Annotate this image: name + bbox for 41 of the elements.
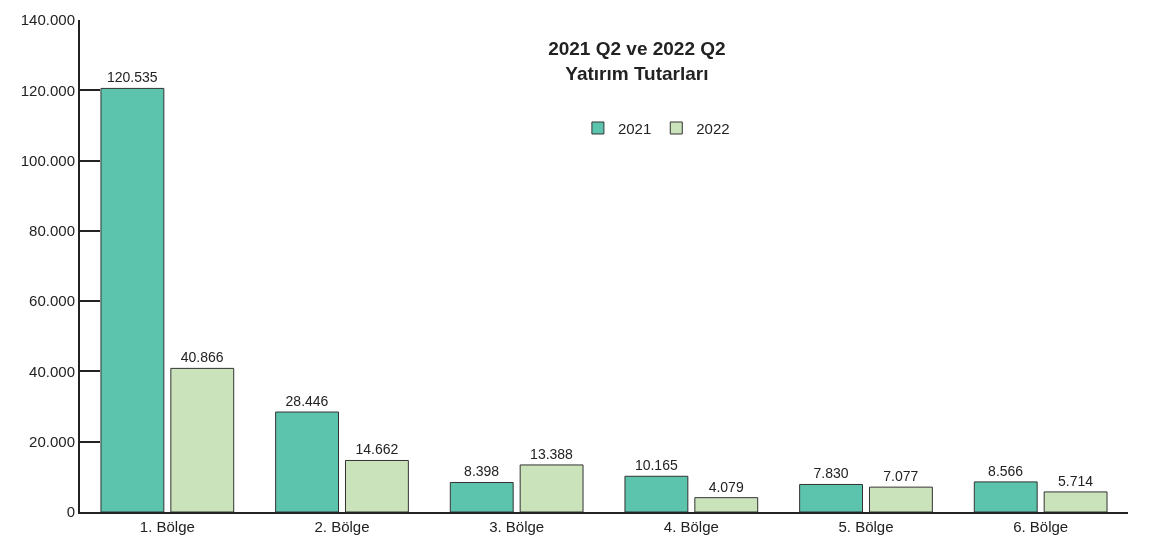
data-label: 13.388 — [530, 445, 574, 462]
y-tick-label: 40.000 — [29, 362, 75, 380]
y-tick-label: 20.000 — [29, 432, 75, 450]
bar — [1043, 491, 1108, 512]
text: 2021 Q2 ve 2022 Q2 Yatırım Tutarları — [548, 38, 726, 84]
bar — [868, 486, 933, 512]
data-label: 14.662 — [355, 441, 399, 458]
x-tick-label: 2. Bölge — [314, 518, 370, 535]
x-tick-label: 6. Bölge — [1013, 518, 1069, 535]
x-tick-label: 4. Bölge — [663, 518, 719, 535]
y-tick-label: 0 — [66, 503, 75, 521]
data-label: 5.714 — [1057, 472, 1094, 489]
bar — [694, 497, 759, 512]
data-label: 8.566 — [988, 462, 1024, 479]
bar — [519, 464, 584, 512]
data-label: 28.446 — [285, 393, 329, 410]
bar — [170, 367, 235, 512]
bar — [449, 481, 514, 512]
data-label: 10.165 — [634, 457, 678, 474]
y-tick-label: 80.000 — [29, 222, 75, 240]
data-label: 4.079 — [708, 478, 744, 495]
data-label: 7.830 — [813, 465, 849, 482]
bar — [275, 411, 340, 512]
y-tick-label: 60.000 — [29, 292, 75, 310]
y-tick-label: 140.000 — [20, 11, 75, 29]
x-tick-label: 1. Bölge — [139, 518, 195, 535]
data-label: 8.398 — [464, 463, 500, 480]
x-tick-label: 5. Bölge — [838, 518, 894, 535]
bar — [344, 459, 409, 512]
data-label: 120.535 — [106, 69, 158, 86]
bar — [973, 481, 1038, 512]
y-tick-label: 100.000 — [20, 151, 75, 169]
data-label: 7.077 — [883, 468, 919, 485]
bar — [100, 87, 165, 512]
bar — [799, 483, 864, 512]
data-label: 40.866 — [180, 349, 224, 366]
legend-label: 2021 — [617, 119, 652, 137]
x-tick-label: 3. Bölge — [489, 518, 545, 535]
legend-label: 2022 — [696, 119, 730, 137]
y-tick-label: 120.000 — [20, 81, 75, 99]
bar — [624, 475, 689, 512]
